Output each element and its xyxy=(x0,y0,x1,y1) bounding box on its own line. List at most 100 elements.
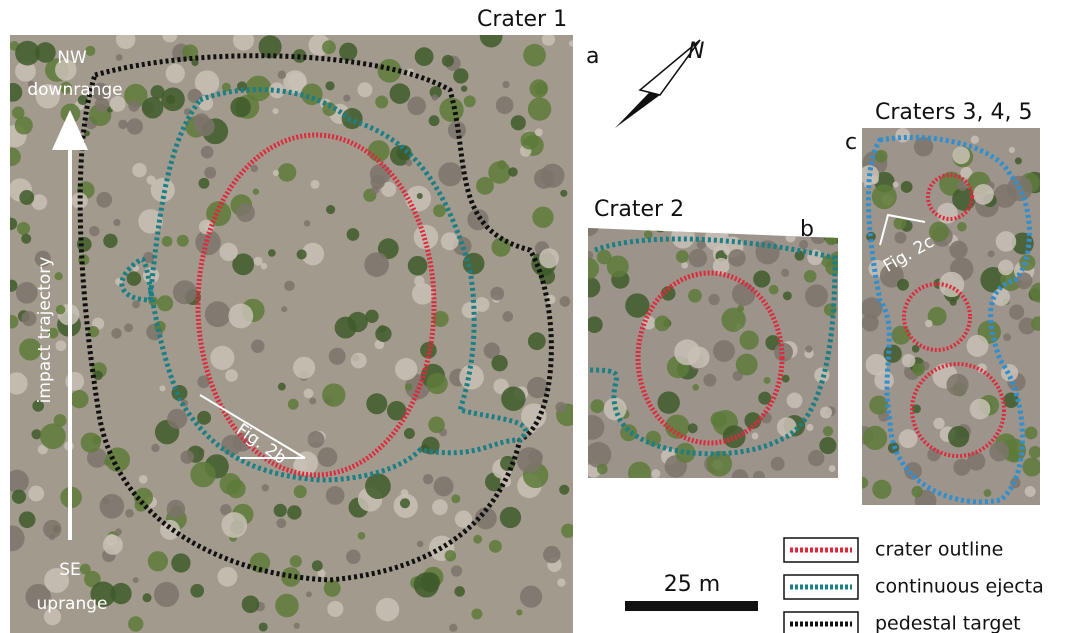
shrub xyxy=(339,43,357,61)
rock xyxy=(1009,305,1024,320)
shrub xyxy=(454,586,465,597)
shrub xyxy=(451,494,460,503)
shrub xyxy=(378,59,402,83)
rock xyxy=(808,450,824,466)
rock xyxy=(311,180,320,189)
rock xyxy=(113,219,120,226)
rock xyxy=(728,249,746,267)
rock xyxy=(970,399,991,420)
shrub xyxy=(872,480,891,499)
shrub xyxy=(417,193,423,199)
rock xyxy=(785,232,795,242)
rock xyxy=(167,409,187,429)
aerial-photo-c: Fig. 2c xyxy=(855,128,1050,512)
rock xyxy=(115,528,122,535)
shrub xyxy=(275,594,299,618)
shrub xyxy=(1031,316,1045,330)
panel-letter: c xyxy=(845,130,857,155)
shrub xyxy=(162,236,173,247)
rock xyxy=(370,175,384,189)
shrub xyxy=(463,253,485,275)
panel-letter: b xyxy=(800,217,814,242)
rock xyxy=(681,262,688,269)
shrub xyxy=(948,426,969,447)
rock xyxy=(569,40,575,46)
rock xyxy=(220,243,238,261)
shrub xyxy=(523,44,546,67)
shrub xyxy=(312,560,323,571)
rock xyxy=(894,232,906,244)
rock xyxy=(557,578,565,586)
shrub xyxy=(35,42,56,63)
shrub xyxy=(692,384,699,391)
rock xyxy=(441,232,459,250)
rock xyxy=(254,257,263,266)
shrub xyxy=(590,399,604,413)
shrub xyxy=(498,160,507,169)
rock xyxy=(414,225,439,250)
rock xyxy=(154,582,179,607)
rock xyxy=(988,250,995,257)
shrub xyxy=(561,524,575,538)
shrub xyxy=(688,423,698,433)
shrub xyxy=(387,401,406,420)
panel-title: Craters 3, 4, 5 xyxy=(875,100,1033,125)
legend-label: pedestal target xyxy=(875,613,1021,633)
shrub xyxy=(657,391,679,413)
shrub xyxy=(274,504,287,517)
shrub xyxy=(500,507,521,528)
rock xyxy=(228,304,253,329)
shrub xyxy=(442,55,454,67)
rock xyxy=(304,388,314,398)
shrub xyxy=(322,383,345,406)
rock xyxy=(674,339,700,365)
rock xyxy=(1009,147,1015,153)
rock xyxy=(204,167,216,179)
rock xyxy=(151,444,159,452)
shrub xyxy=(326,205,335,214)
shrub xyxy=(764,377,771,384)
rock xyxy=(805,346,812,353)
rock xyxy=(159,385,165,391)
rock xyxy=(1003,333,1011,341)
rock xyxy=(71,192,87,208)
rock xyxy=(56,340,67,351)
rock xyxy=(925,320,932,327)
rock xyxy=(946,374,968,396)
rock xyxy=(236,203,255,222)
shrub xyxy=(675,443,695,463)
shrub xyxy=(5,218,17,230)
shrub xyxy=(80,564,91,575)
shrub xyxy=(335,317,357,339)
shrub xyxy=(287,505,301,519)
rock xyxy=(293,357,315,379)
shrub xyxy=(157,295,173,311)
shrub xyxy=(128,616,143,631)
rock xyxy=(233,29,254,50)
shrub xyxy=(428,416,445,433)
rock xyxy=(116,54,123,61)
rock xyxy=(327,601,343,617)
shrub xyxy=(415,47,434,66)
figure: Fig. 2b NW downrange impact trajectory S… xyxy=(0,0,1078,633)
shrub xyxy=(1030,283,1050,303)
shrub xyxy=(597,250,612,265)
rock xyxy=(434,476,454,496)
rock xyxy=(432,94,438,100)
rock xyxy=(304,220,310,226)
rock xyxy=(502,81,509,88)
shrub xyxy=(471,609,482,620)
shrub xyxy=(408,256,428,276)
shrub xyxy=(70,390,88,408)
shrub xyxy=(825,233,837,245)
rock xyxy=(555,402,566,413)
rock xyxy=(100,494,125,519)
shrub xyxy=(17,222,30,235)
shrub xyxy=(143,593,152,602)
shrub xyxy=(104,459,110,465)
rock xyxy=(752,433,759,440)
shrub xyxy=(429,115,440,126)
rock xyxy=(407,97,426,116)
shrub xyxy=(404,428,415,439)
direction: NW xyxy=(57,48,87,68)
